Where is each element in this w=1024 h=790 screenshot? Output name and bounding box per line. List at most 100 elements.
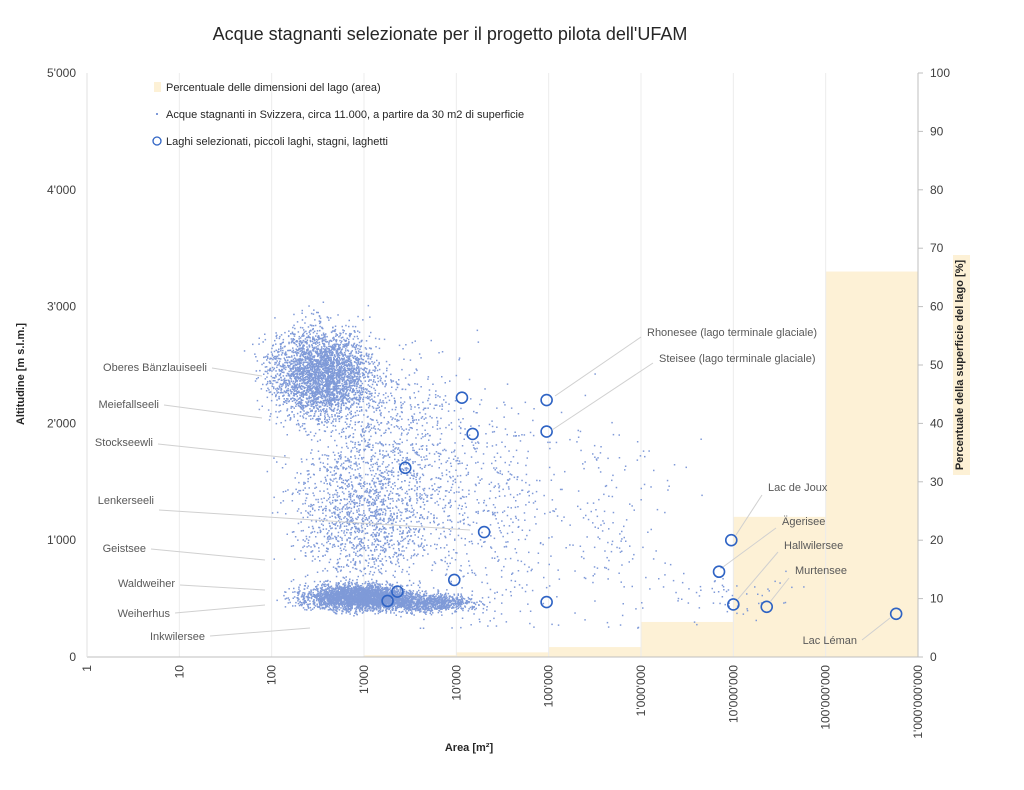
pond-point — [330, 376, 332, 379]
pond-point — [306, 375, 308, 378]
pond-point — [354, 384, 356, 386]
pond-point — [356, 367, 359, 370]
pond-point — [317, 363, 320, 365]
pond-point — [329, 378, 332, 381]
pond-point — [348, 407, 350, 410]
pond-point — [333, 601, 335, 604]
pond-point — [390, 598, 392, 601]
pond-point — [276, 599, 278, 602]
pond-point — [338, 609, 341, 611]
pond-point — [303, 372, 305, 374]
pond-point — [357, 369, 360, 371]
pond-point — [333, 595, 335, 597]
pond-point — [363, 369, 365, 372]
pond-point — [330, 331, 333, 333]
pond-point — [328, 358, 330, 361]
pond-point — [284, 382, 287, 384]
pond-point — [292, 371, 294, 373]
pond-point — [324, 385, 327, 387]
pond-point — [321, 334, 323, 336]
pond-point — [415, 592, 418, 595]
pond-point — [332, 385, 335, 388]
pond-point — [279, 360, 281, 363]
pond-point — [333, 382, 336, 385]
pond-point — [286, 434, 288, 436]
pond-point — [350, 371, 353, 374]
pond-point — [356, 585, 358, 588]
pond-point — [325, 354, 328, 356]
pond-point — [323, 399, 326, 402]
pond-point — [351, 399, 353, 401]
pond-point — [329, 381, 331, 383]
pond-point — [374, 366, 377, 369]
pond-point — [264, 338, 267, 341]
pond-point — [325, 382, 328, 384]
pond-point — [349, 608, 351, 610]
pond-point — [276, 392, 279, 394]
pond-point — [368, 423, 370, 426]
pond-point — [327, 385, 330, 388]
pond-point — [341, 401, 344, 403]
pond-point — [357, 330, 359, 332]
pond-point — [328, 375, 331, 378]
pond-point — [327, 356, 330, 359]
pond-point — [352, 369, 355, 371]
pond-point — [356, 363, 358, 366]
pond-point — [392, 583, 394, 586]
pond-point — [342, 359, 344, 361]
pond-point — [377, 612, 380, 615]
pond-point — [341, 357, 343, 360]
pond-point — [278, 357, 281, 360]
pond-point — [418, 598, 421, 600]
pond-point — [289, 349, 292, 352]
pond-point — [313, 380, 315, 382]
pond-point — [315, 398, 317, 401]
pond-point — [341, 367, 343, 369]
pond-point — [370, 427, 373, 429]
pond-point — [342, 373, 345, 375]
pond-point — [349, 411, 351, 414]
pond-point — [301, 309, 303, 312]
pond-point — [267, 380, 269, 383]
pond-point — [287, 387, 289, 390]
pond-point — [281, 371, 283, 373]
pond-point — [371, 582, 373, 585]
pond-point — [332, 372, 334, 374]
pond-point — [395, 586, 398, 589]
pond-point — [345, 394, 347, 397]
pond-point — [303, 350, 305, 352]
pond-point — [280, 388, 283, 391]
pond-point — [347, 400, 349, 403]
pond-point — [348, 408, 350, 411]
pond-point — [286, 389, 288, 392]
pond-point — [330, 340, 333, 342]
pond-point — [326, 360, 329, 362]
pond-point — [379, 375, 381, 378]
pond-point — [351, 377, 353, 379]
pond-point — [389, 587, 392, 589]
pond-point — [373, 582, 375, 584]
pond-point — [308, 433, 310, 436]
pond-point — [323, 583, 325, 586]
pond-point — [284, 364, 286, 367]
pond-point — [326, 346, 328, 349]
pond-point — [278, 370, 281, 372]
pond-point — [317, 348, 320, 351]
pond-point — [289, 417, 292, 419]
pond-point — [345, 586, 347, 589]
pond-point — [310, 591, 312, 593]
pond-point — [324, 591, 326, 593]
pond-point — [352, 389, 354, 391]
pond-point — [359, 384, 361, 387]
pond-point — [334, 377, 336, 379]
pond-point — [356, 602, 359, 604]
pond-point — [380, 599, 382, 602]
pond-point — [372, 590, 374, 592]
pond-point — [372, 369, 374, 372]
pond-point — [358, 375, 361, 377]
pond-point — [338, 587, 340, 589]
pond-point — [403, 589, 406, 591]
pond-point — [314, 380, 317, 383]
pond-point — [316, 352, 319, 354]
pond-point — [313, 337, 315, 340]
